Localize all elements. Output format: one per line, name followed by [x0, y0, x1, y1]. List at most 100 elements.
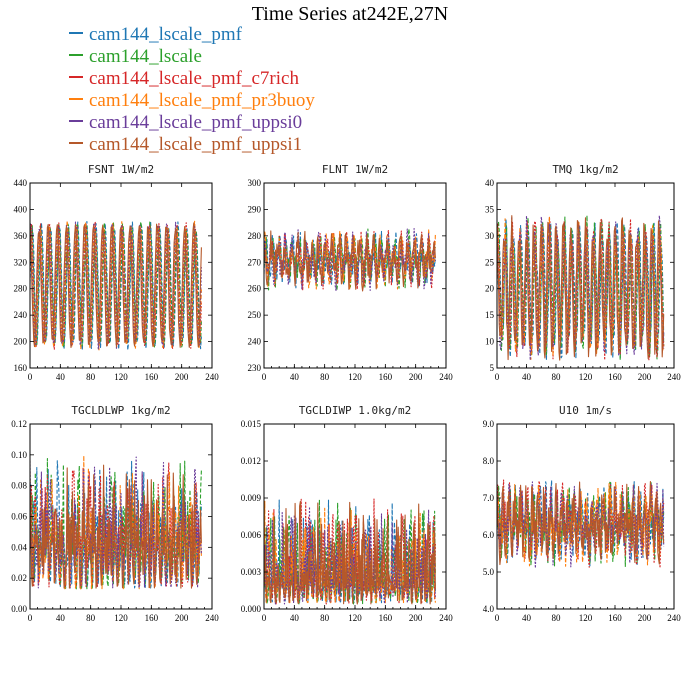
y-tick-label: 0.10	[11, 450, 27, 460]
legend-label: cam144_lscale_pmf_c7rich	[89, 68, 299, 89]
panel-grid: FSNT 1W/m20 40 80 120 160 200 2401602002402803…	[11, 163, 681, 623]
y-tick-label: 0.12	[11, 419, 27, 429]
y-tick-label: 4.0	[483, 604, 495, 614]
x-tick-label: 200	[409, 613, 423, 623]
series-line-6	[264, 500, 436, 605]
y-tick-label: 0.015	[241, 419, 262, 429]
series-line-6	[497, 481, 665, 566]
panel-flnt: FLNT 1W/m2 0 40 80 120 160 200 240 230 240 250 260 2…	[248, 163, 454, 382]
x-tick-label: 240	[439, 613, 453, 623]
legend-label: cam144_lscale_pmf_uppsi0	[89, 112, 302, 133]
legend-label: cam144_lscale_pmf_pr3buoy	[89, 90, 315, 111]
y-tick-label: 0.04	[11, 542, 27, 552]
x-tick-label: 120	[114, 372, 128, 382]
y-tick-label: 300	[248, 178, 262, 188]
legend-entry: cam144_lscale_pmf_uppsi0	[69, 112, 302, 133]
y-tick-label: 15	[485, 310, 495, 320]
series-group	[497, 479, 665, 569]
x-tick-label: 40	[522, 372, 532, 382]
legend-entry: cam144_lscale	[69, 46, 202, 67]
y-tick-label: 25	[485, 257, 495, 267]
y-tick-label: 440	[14, 178, 28, 188]
x-tick-label: 160	[608, 372, 622, 382]
y-tick-label: 400	[14, 204, 28, 214]
y-tick-label: 7.0	[483, 493, 495, 503]
x-tick-label: 160	[379, 613, 393, 623]
x-tick-label: 40	[56, 372, 66, 382]
x-tick-label: 200	[175, 613, 189, 623]
y-tick-label: 240	[248, 337, 262, 347]
x-tick-label: 160	[379, 372, 393, 382]
x-tick-label: 0	[28, 372, 33, 382]
series-group	[497, 214, 665, 361]
x-tick-label: 0	[495, 372, 500, 382]
x-tick-label: 240	[205, 613, 219, 623]
series-group	[264, 227, 436, 292]
series-line-6	[497, 215, 665, 361]
series-group	[30, 455, 202, 590]
panel-tmq: TMQ 1kg/m2 0 40 80 120 160 200 240 5 10 15 20 25 30 35…	[485, 163, 681, 382]
series-group	[30, 220, 202, 351]
x-tick-label: 80	[320, 372, 330, 382]
series-line-5	[264, 506, 436, 605]
x-tick-label: 200	[638, 372, 652, 382]
y-tick-label: 6.0	[483, 530, 495, 540]
x-tick-label: 240	[667, 372, 681, 382]
x-tick-label: 80	[552, 372, 562, 382]
y-tick-label: 0.009	[241, 493, 262, 503]
x-tick-label: 200	[638, 613, 652, 623]
y-tick-label: 0.006	[241, 530, 262, 540]
x-tick-label: 160	[145, 372, 159, 382]
x-tick-label: 160	[608, 613, 622, 623]
x-tick-label: 0	[262, 613, 267, 623]
panel-title: FLNT 1W/m2	[322, 163, 388, 176]
legend-label: cam144_lscale_pmf	[89, 24, 243, 45]
panel-title: TMQ 1kg/m2	[552, 163, 618, 176]
y-tick-label: 0.012	[241, 456, 261, 466]
x-tick-label: 120	[348, 613, 362, 623]
y-tick-label: 35	[485, 204, 495, 214]
y-tick-label: 200	[14, 337, 28, 347]
y-tick-label: 5.0	[483, 567, 495, 577]
x-tick-label: 40	[56, 613, 66, 623]
y-tick-label: 290	[248, 204, 262, 214]
panel-title: TGCLDLWP 1kg/m2	[71, 404, 170, 417]
y-tick-label: 0.003	[241, 567, 262, 577]
y-tick-label: 0.06	[11, 512, 27, 522]
x-tick-label: 80	[552, 613, 562, 623]
y-tick-label: 40	[485, 178, 495, 188]
y-tick-label: 30	[485, 231, 495, 241]
y-tick-label: 0.00	[11, 604, 27, 614]
y-tick-label: 280	[14, 284, 28, 294]
y-tick-label: 270	[248, 257, 262, 267]
y-tick-label: 0.000	[241, 604, 262, 614]
x-tick-label: 0	[495, 613, 500, 623]
x-tick-label: 80	[86, 613, 96, 623]
series-line-4	[264, 500, 436, 604]
panel-u10: U10 1m/s 0 40 80 120 160 200 240 4.0 5.0 6.0 7.0 8.0…	[483, 404, 682, 623]
x-tick-label: 0	[262, 372, 267, 382]
series-line-6	[30, 464, 202, 589]
legend-label: cam144_lscale	[89, 46, 202, 67]
y-tick-label: 20	[485, 284, 495, 294]
x-tick-label: 160	[145, 613, 159, 623]
panel-title: TGCLDIWP 1.0kg/m2	[299, 404, 412, 417]
y-tick-label: 0.08	[11, 481, 27, 491]
x-tick-label: 120	[579, 372, 593, 382]
x-tick-label: 240	[667, 613, 681, 623]
y-tick-label: 320	[14, 257, 28, 267]
legend-entry: cam144_lscale_pmf	[69, 24, 243, 45]
y-tick-label: 0.02	[11, 573, 27, 583]
x-tick-label: 200	[409, 372, 423, 382]
y-tick-label: 280	[248, 231, 262, 241]
legend-entry: cam144_lscale_pmf_pr3buoy	[69, 90, 315, 111]
x-tick-label: 120	[114, 613, 128, 623]
x-tick-label: 120	[348, 372, 362, 382]
y-tick-label: 10	[485, 337, 495, 347]
y-tick-label: 230	[248, 363, 262, 373]
x-tick-label: 120	[579, 613, 593, 623]
figure-title: Time Series at242E,27N	[252, 3, 448, 25]
y-tick-label: 260	[248, 284, 262, 294]
x-tick-label: 240	[205, 372, 219, 382]
